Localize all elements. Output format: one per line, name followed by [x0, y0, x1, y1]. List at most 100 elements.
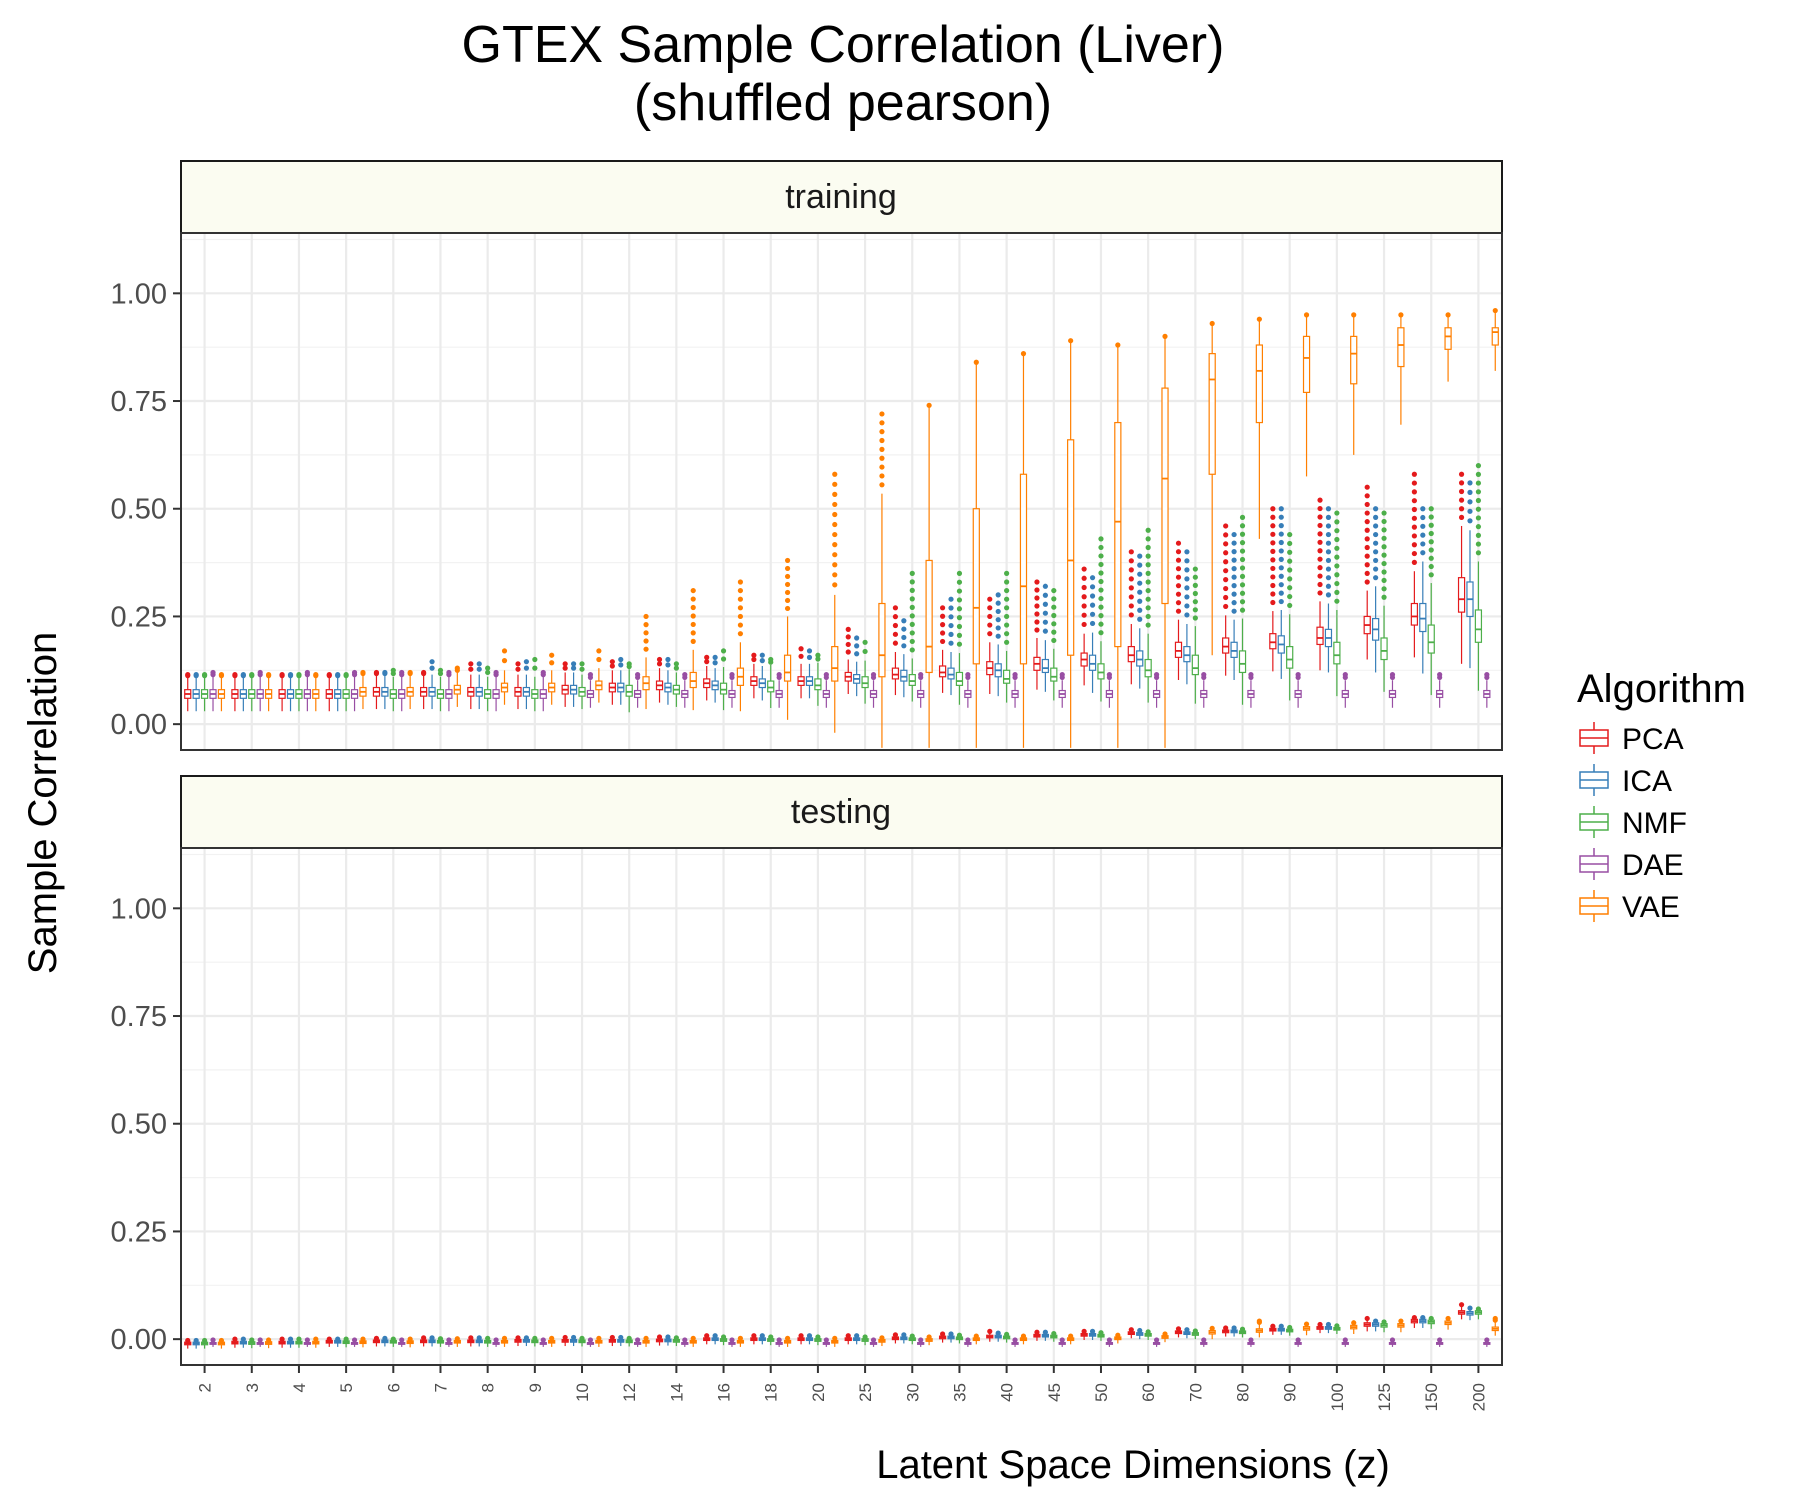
outlier-point	[1248, 672, 1254, 678]
outlier-point	[1278, 556, 1284, 562]
box-pca-z14	[655, 1334, 664, 1346]
box-nmf-z35	[955, 570, 964, 705]
outlier-point	[1381, 544, 1387, 550]
box-ica-z12	[617, 1334, 625, 1347]
box-iqr	[1127, 645, 1135, 663]
outlier-point	[1287, 602, 1293, 609]
box-dae-z90	[1294, 672, 1302, 708]
outlier-point	[1411, 515, 1417, 521]
outlier-point	[751, 652, 757, 658]
legend-item-nmf: NMF	[1579, 806, 1687, 840]
outlier-point	[690, 613, 696, 619]
box-pca-z7	[419, 669, 428, 710]
box-ica-z20	[805, 1333, 814, 1345]
outlier-point	[1004, 631, 1010, 637]
outlier-point	[892, 622, 899, 629]
box-ica-z14	[664, 656, 672, 705]
box-iqr	[1114, 421, 1122, 648]
outlier-point	[185, 1337, 191, 1344]
outlier-point	[948, 631, 954, 637]
legend-title: Algorithm	[1577, 667, 1746, 711]
outlier-point	[1428, 530, 1434, 537]
box-dae-z20	[822, 1337, 830, 1347]
box-ica-z10	[569, 1334, 578, 1347]
outlier-point	[1411, 1315, 1417, 1321]
box-ica-z20	[805, 648, 814, 699]
outlier-point	[1098, 553, 1104, 559]
box-dae-z2	[209, 1337, 217, 1347]
box-dae-z70	[1200, 1337, 1208, 1347]
x-tick-label: 18	[762, 1383, 781, 1402]
outlier-point	[1270, 574, 1276, 580]
outlier-point	[540, 669, 546, 676]
box-vae-z8	[500, 1335, 509, 1347]
box-iqr	[1174, 641, 1183, 658]
outlier-point	[468, 1335, 474, 1341]
outlier-point	[1411, 480, 1417, 486]
outlier-point	[948, 640, 954, 646]
box-dae-z90	[1294, 1337, 1302, 1347]
box-pca-z70	[1174, 540, 1183, 680]
outlier-point	[1051, 1330, 1057, 1337]
outlier-point	[1128, 549, 1134, 555]
outlier-point	[987, 622, 993, 628]
outlier-point	[1325, 506, 1332, 512]
box-iqr	[1144, 658, 1152, 678]
x-tick-label: 30	[903, 1383, 922, 1402]
outlier-point	[501, 1335, 508, 1341]
outlier-point	[1106, 672, 1113, 678]
outlier-point	[768, 1334, 774, 1340]
box-dae-z8	[492, 669, 500, 712]
outlier-point	[751, 656, 757, 663]
outlier-point	[1364, 536, 1370, 542]
outlier-point	[956, 597, 963, 603]
box-iqr	[1333, 641, 1341, 665]
outlier-point	[618, 656, 624, 663]
outlier-point	[965, 1337, 971, 1343]
outlier-point	[1458, 497, 1465, 503]
box-dae-z200	[1483, 1337, 1491, 1347]
box-iqr	[1208, 353, 1216, 475]
outlier-point	[892, 605, 899, 611]
outlier-point	[1175, 557, 1182, 563]
box-pca-z35	[938, 1331, 947, 1343]
outlier-point	[532, 656, 538, 663]
outlier-point	[218, 672, 225, 678]
box-iqr	[1397, 327, 1405, 368]
outlier-point	[784, 589, 791, 596]
box-dae-z30	[917, 672, 925, 708]
box-ica-z80	[1230, 1325, 1238, 1337]
outlier-point	[1458, 488, 1465, 495]
outlier-point	[1475, 532, 1482, 538]
outlier-point	[776, 672, 782, 678]
box-nmf-z60	[1144, 1329, 1152, 1341]
outlier-point	[1223, 550, 1229, 556]
box-nmf-z10	[578, 661, 586, 710]
outlier-point	[1428, 514, 1434, 520]
series-pca-testing	[184, 1302, 1466, 1349]
outlier-point	[343, 1336, 349, 1342]
outlier-point	[1128, 603, 1134, 609]
outlier-point	[1428, 563, 1434, 570]
legend-label: PCA	[1622, 723, 1684, 756]
box-vae-z5	[359, 1336, 367, 1348]
outlier-point	[1458, 480, 1465, 486]
box-iqr	[1286, 645, 1294, 669]
outlier-point	[454, 665, 460, 671]
box-vae-z18	[783, 557, 792, 720]
box-ica-z100	[1324, 506, 1333, 673]
outlier-point	[939, 630, 946, 636]
outlier-point	[1239, 556, 1246, 563]
box-pca-z18	[750, 652, 758, 699]
box-iqr	[1316, 626, 1324, 646]
outlier-point	[1428, 522, 1434, 528]
y-axis-title: Sample Correlation	[21, 632, 65, 974]
box-ica-z10	[569, 661, 578, 707]
outlier-point	[987, 596, 993, 602]
outlier-point	[798, 646, 804, 652]
box-nmf-z5	[342, 1336, 350, 1348]
legend-item-ica: ICA	[1579, 764, 1672, 798]
outlier-point	[1381, 569, 1387, 575]
outlier-point	[879, 1335, 885, 1341]
outlier-point	[1042, 610, 1048, 616]
